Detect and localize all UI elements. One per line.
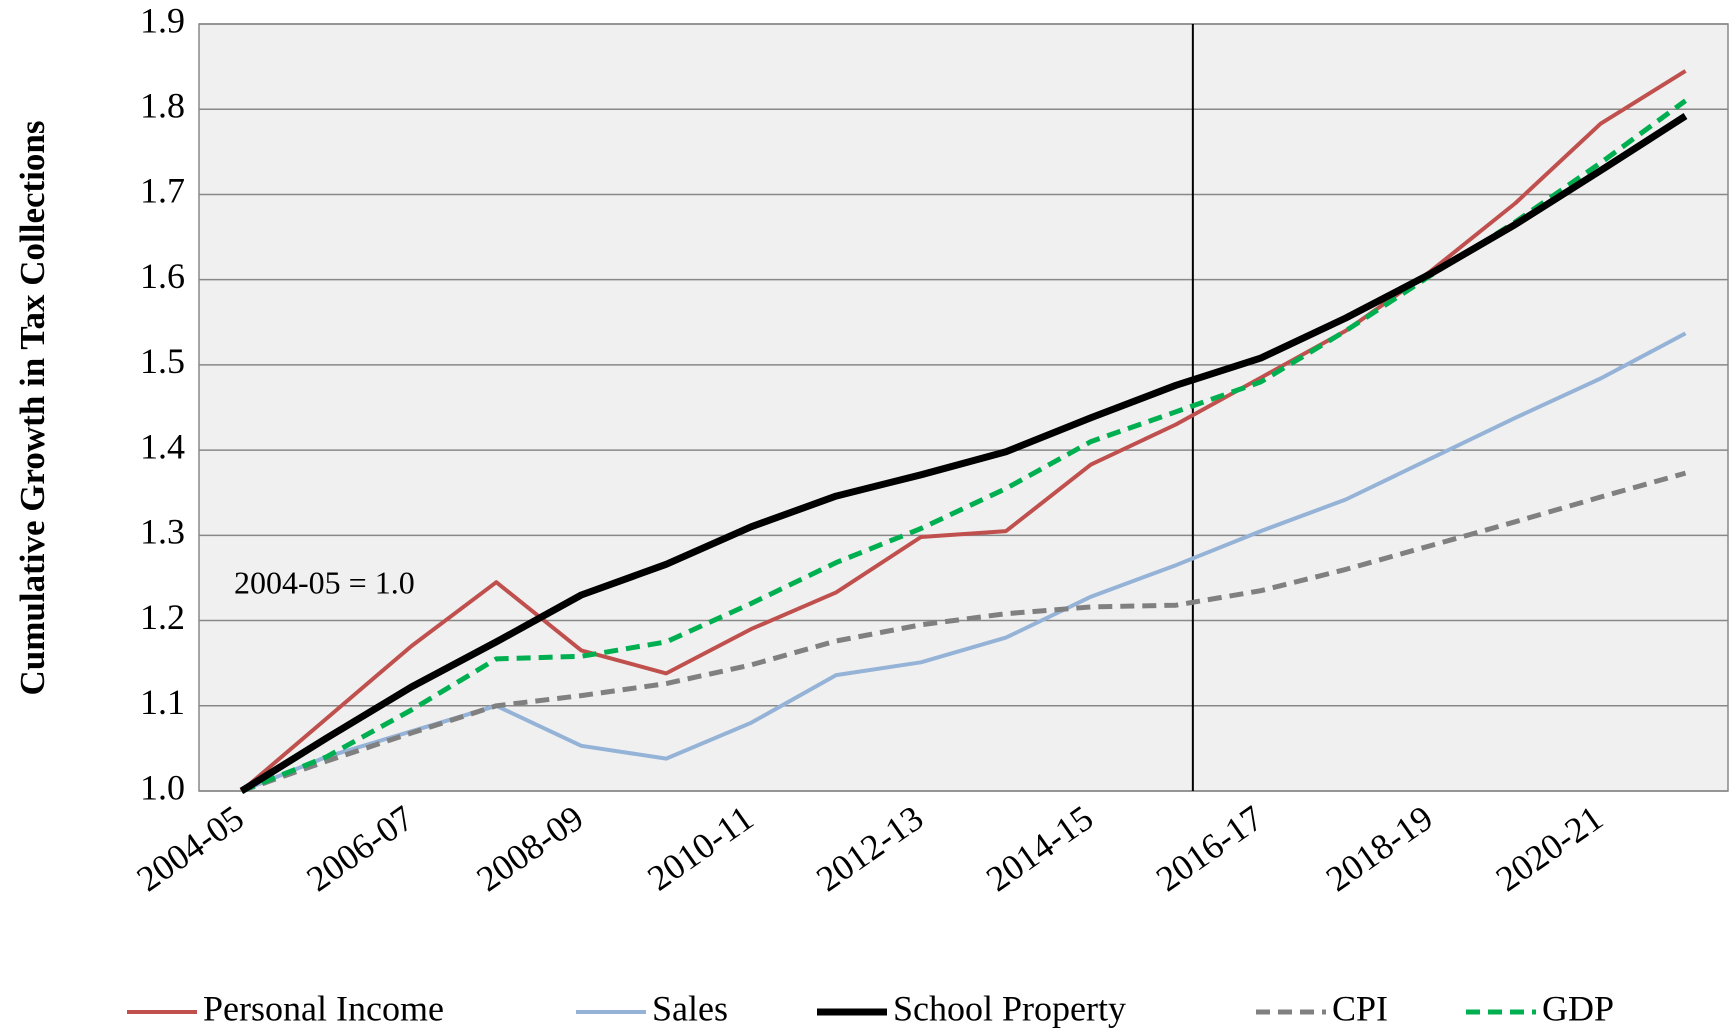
- annotation: 2004-05 = 1.0: [234, 564, 415, 600]
- y-tick-label: 1.8: [140, 85, 185, 125]
- y-tick-label: 1.0: [140, 767, 185, 807]
- x-tick-label: 2012-13: [809, 798, 930, 900]
- legend-label: Sales: [652, 988, 728, 1028]
- x-tick-label: 2008-09: [469, 798, 590, 900]
- y-tick-label: 1.5: [140, 341, 185, 381]
- y-tick-label: 1.2: [140, 597, 185, 637]
- x-tick-label: 2006-07: [299, 798, 420, 900]
- legend-label: GDP: [1542, 988, 1614, 1028]
- x-tick-label: 2010-11: [640, 798, 760, 899]
- legend-label: School Property: [893, 988, 1126, 1028]
- series-line: [239, 113, 1688, 794]
- x-tick-label: 2016-17: [1149, 798, 1270, 900]
- legend-label: Personal Income: [203, 988, 444, 1028]
- y-tick-label: 1.7: [140, 171, 185, 211]
- y-tick-label: 1.6: [140, 256, 185, 296]
- series-line: [240, 470, 1687, 794]
- x-tick-label: 2014-15: [979, 798, 1100, 900]
- y-tick-label: 1.3: [140, 512, 185, 552]
- x-tick-label: 2004-05: [130, 798, 251, 900]
- series-line: [240, 69, 1687, 793]
- y-tick-label: 1.4: [140, 426, 185, 466]
- legend-label: CPI: [1332, 988, 1388, 1028]
- y-tick-label: 1.1: [140, 682, 185, 722]
- y-axis-label: Cumulative Growth in Tax Collections: [13, 121, 52, 696]
- y-tick-label: 1.9: [140, 0, 185, 40]
- x-tick-label: 2018-19: [1319, 798, 1440, 900]
- x-tick-label: 2020-21: [1489, 798, 1610, 900]
